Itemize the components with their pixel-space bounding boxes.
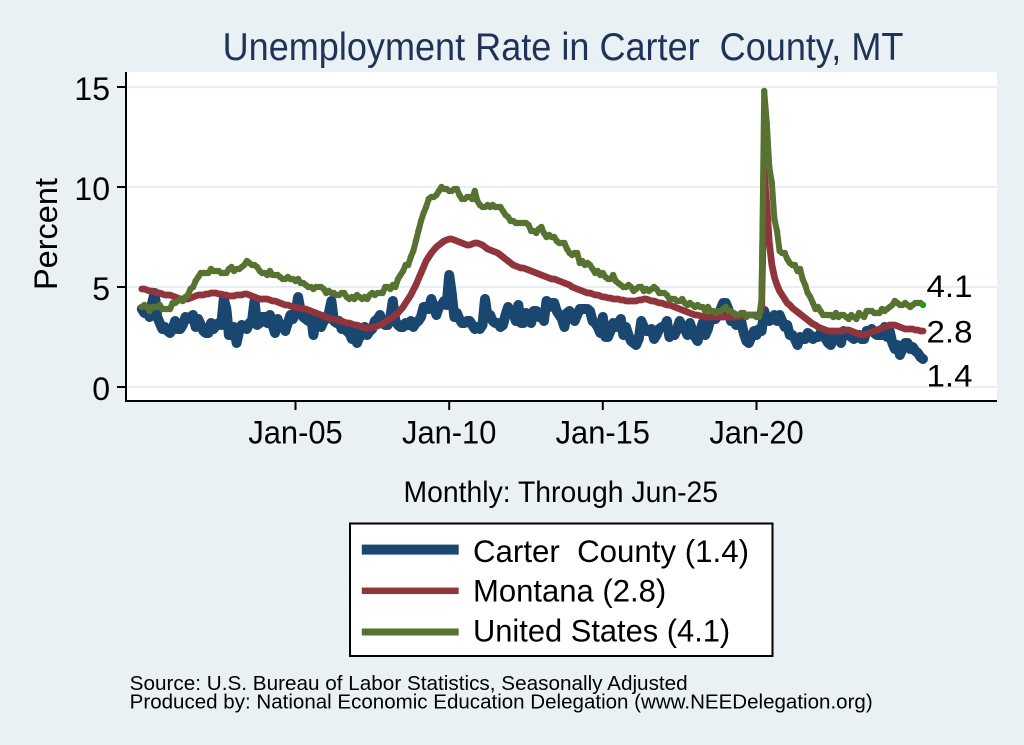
svg-text:4.1: 4.1 xyxy=(927,268,973,304)
svg-text:0: 0 xyxy=(92,371,110,407)
svg-text:United States (4.1): United States (4.1) xyxy=(473,612,730,648)
svg-text:Jan-10: Jan-10 xyxy=(402,415,496,451)
svg-text:Carter County (1.4): Carter County (1.4) xyxy=(473,533,749,569)
svg-text:10: 10 xyxy=(74,171,110,207)
svg-text:Source: U.S. Bureau of Labor S: Source: U.S. Bureau of Labor Statistics,… xyxy=(130,672,688,695)
svg-text:Produced by: National Economic: Produced by: National Economic Education… xyxy=(130,690,873,713)
svg-text:Jan-05: Jan-05 xyxy=(248,415,342,451)
svg-text:Monthly: Through Jun-25: Monthly: Through Jun-25 xyxy=(404,476,719,509)
svg-text:15: 15 xyxy=(74,71,110,107)
svg-text:Montana (2.8): Montana (2.8) xyxy=(473,573,666,609)
svg-text:Unemployment Rate in Carter C: Unemployment Rate in Carter County, MT xyxy=(223,26,904,69)
svg-text:Jan-20: Jan-20 xyxy=(709,415,803,451)
svg-text:1.4: 1.4 xyxy=(927,358,973,394)
svg-text:5: 5 xyxy=(92,271,110,307)
svg-text:Jan-15: Jan-15 xyxy=(556,415,650,451)
svg-text:2.8: 2.8 xyxy=(927,314,973,350)
svg-text:Percent: Percent xyxy=(28,178,64,290)
